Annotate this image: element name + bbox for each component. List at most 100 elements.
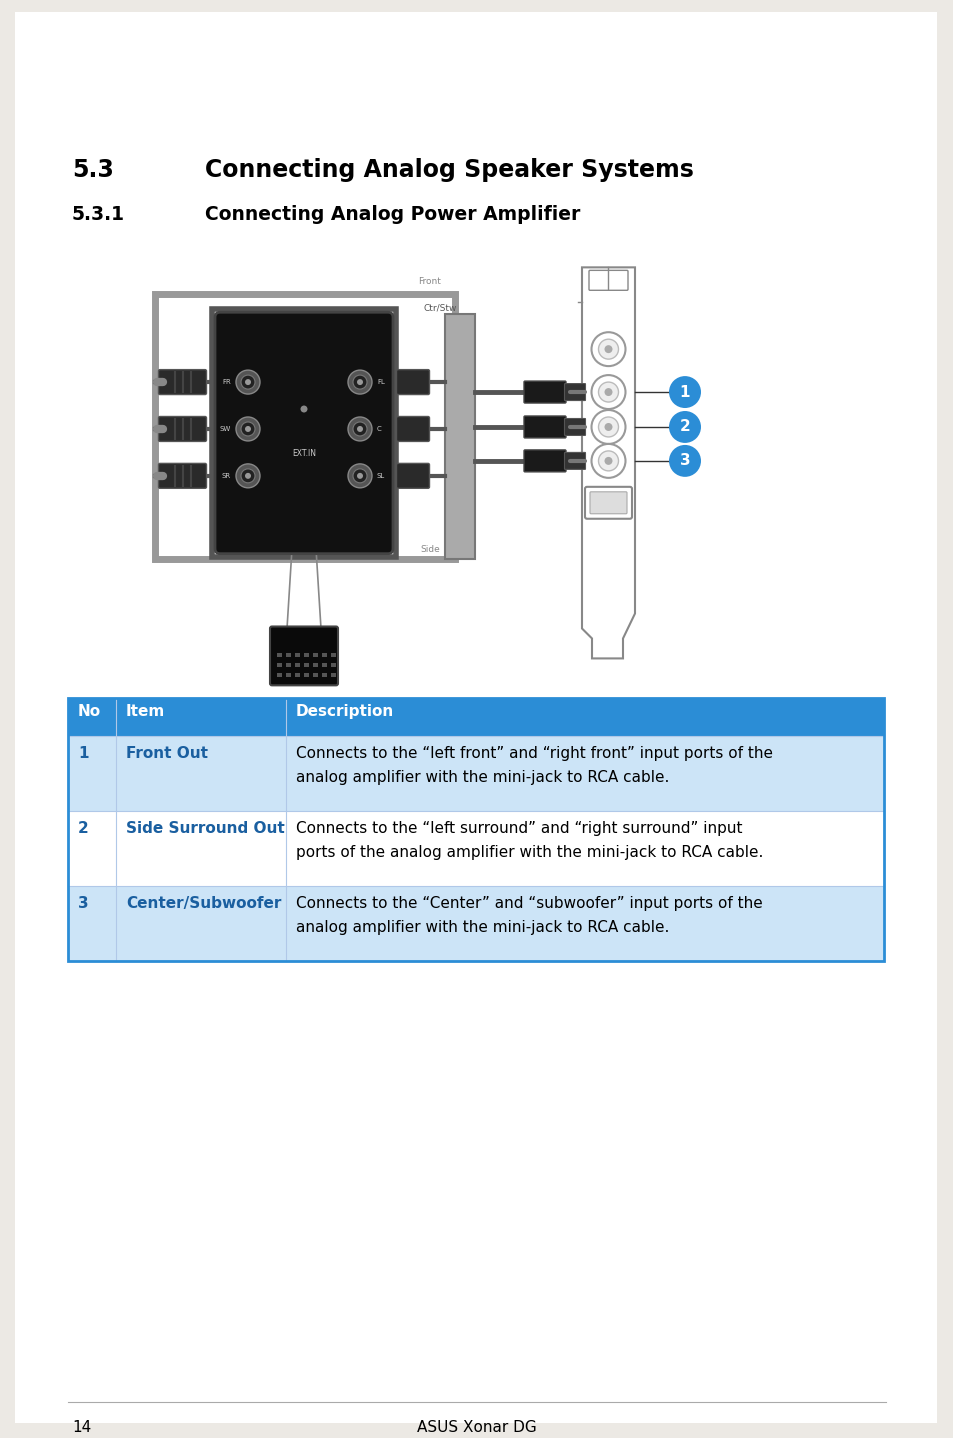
Circle shape bbox=[235, 370, 260, 394]
Text: SW: SW bbox=[219, 426, 231, 431]
Bar bbox=[304, 673, 309, 677]
FancyBboxPatch shape bbox=[68, 699, 883, 736]
Circle shape bbox=[235, 464, 260, 487]
Bar bbox=[322, 653, 327, 657]
Circle shape bbox=[604, 457, 612, 464]
Circle shape bbox=[591, 410, 625, 444]
Text: EXT.IN: EXT.IN bbox=[292, 450, 315, 459]
Circle shape bbox=[356, 426, 363, 431]
Circle shape bbox=[604, 388, 612, 395]
Circle shape bbox=[668, 411, 700, 443]
Circle shape bbox=[598, 383, 618, 403]
Bar bbox=[276, 653, 282, 657]
Circle shape bbox=[353, 469, 367, 483]
Bar bbox=[304, 663, 309, 667]
Text: Front: Front bbox=[418, 278, 441, 286]
Text: Center/Subwoofer: Center/Subwoofer bbox=[126, 896, 281, 910]
Text: Front Out: Front Out bbox=[126, 746, 208, 761]
Text: Connects to the “left surround” and “right surround” input: Connects to the “left surround” and “rig… bbox=[295, 821, 741, 835]
Circle shape bbox=[604, 345, 612, 354]
Bar bbox=[286, 663, 291, 667]
Text: Side: Side bbox=[419, 545, 439, 554]
FancyBboxPatch shape bbox=[523, 381, 565, 403]
Circle shape bbox=[235, 417, 260, 441]
FancyBboxPatch shape bbox=[68, 736, 883, 811]
Circle shape bbox=[300, 406, 307, 413]
Bar bbox=[322, 673, 327, 677]
FancyBboxPatch shape bbox=[68, 811, 883, 886]
Text: 3: 3 bbox=[78, 896, 89, 910]
Text: 5.3: 5.3 bbox=[71, 158, 113, 181]
Circle shape bbox=[353, 421, 367, 436]
Text: ports of the analog amplifier with the mini-jack to RCA cable.: ports of the analog amplifier with the m… bbox=[295, 846, 762, 860]
Bar bbox=[276, 663, 282, 667]
FancyBboxPatch shape bbox=[523, 416, 565, 439]
Text: C: C bbox=[376, 426, 381, 431]
Bar bbox=[331, 673, 335, 677]
Text: Item: Item bbox=[126, 705, 165, 719]
Circle shape bbox=[591, 332, 625, 367]
Polygon shape bbox=[444, 315, 475, 558]
Text: 3: 3 bbox=[679, 453, 690, 469]
FancyBboxPatch shape bbox=[523, 450, 565, 472]
Bar bbox=[304, 653, 309, 657]
Bar bbox=[313, 673, 317, 677]
FancyBboxPatch shape bbox=[158, 370, 206, 394]
Text: Connecting Analog Power Amplifier: Connecting Analog Power Amplifier bbox=[205, 204, 579, 223]
Circle shape bbox=[591, 375, 625, 408]
Bar bbox=[322, 663, 327, 667]
Text: 5.3.1: 5.3.1 bbox=[71, 204, 125, 223]
Text: Connects to the “left front” and “right front” input ports of the: Connects to the “left front” and “right … bbox=[295, 746, 772, 761]
FancyBboxPatch shape bbox=[158, 463, 206, 489]
Circle shape bbox=[348, 464, 372, 487]
Circle shape bbox=[348, 417, 372, 441]
Text: Connects to the “Center” and “subwoofer” input ports of the: Connects to the “Center” and “subwoofer”… bbox=[295, 896, 762, 910]
Bar bbox=[313, 653, 317, 657]
Bar bbox=[286, 673, 291, 677]
FancyBboxPatch shape bbox=[396, 417, 429, 441]
Circle shape bbox=[353, 375, 367, 390]
FancyBboxPatch shape bbox=[68, 886, 883, 961]
Bar bbox=[294, 673, 299, 677]
Circle shape bbox=[598, 452, 618, 470]
Circle shape bbox=[241, 421, 254, 436]
Text: 14: 14 bbox=[71, 1419, 91, 1435]
Circle shape bbox=[668, 444, 700, 477]
Circle shape bbox=[245, 426, 251, 431]
FancyBboxPatch shape bbox=[396, 370, 429, 394]
Circle shape bbox=[241, 469, 254, 483]
Bar bbox=[294, 653, 299, 657]
Circle shape bbox=[668, 377, 700, 408]
Text: 2: 2 bbox=[78, 821, 89, 835]
Polygon shape bbox=[581, 267, 635, 659]
FancyBboxPatch shape bbox=[564, 384, 585, 401]
Circle shape bbox=[245, 380, 251, 385]
Bar bbox=[276, 673, 282, 677]
Bar bbox=[286, 653, 291, 657]
Text: Side Surround Out: Side Surround Out bbox=[126, 821, 284, 835]
Text: 2: 2 bbox=[679, 420, 690, 434]
Text: analog amplifier with the mini-jack to RCA cable.: analog amplifier with the mini-jack to R… bbox=[295, 920, 669, 935]
FancyBboxPatch shape bbox=[588, 270, 627, 290]
FancyBboxPatch shape bbox=[564, 453, 585, 469]
Text: No: No bbox=[78, 705, 101, 719]
Bar bbox=[294, 663, 299, 667]
Text: 1: 1 bbox=[78, 746, 89, 761]
Text: Connecting Analog Speaker Systems: Connecting Analog Speaker Systems bbox=[205, 158, 693, 181]
Circle shape bbox=[356, 380, 363, 385]
Bar bbox=[313, 663, 317, 667]
Text: FL: FL bbox=[376, 380, 384, 385]
Text: 1: 1 bbox=[679, 384, 690, 400]
Circle shape bbox=[241, 375, 254, 390]
Bar bbox=[331, 663, 335, 667]
Circle shape bbox=[348, 370, 372, 394]
FancyBboxPatch shape bbox=[589, 492, 626, 513]
Text: ASUS Xonar DG: ASUS Xonar DG bbox=[416, 1419, 537, 1435]
Text: Description: Description bbox=[295, 705, 394, 719]
FancyBboxPatch shape bbox=[270, 627, 337, 686]
FancyBboxPatch shape bbox=[564, 418, 585, 436]
FancyBboxPatch shape bbox=[158, 417, 206, 441]
Circle shape bbox=[245, 473, 251, 479]
FancyBboxPatch shape bbox=[214, 312, 393, 554]
Text: SL: SL bbox=[376, 473, 385, 479]
